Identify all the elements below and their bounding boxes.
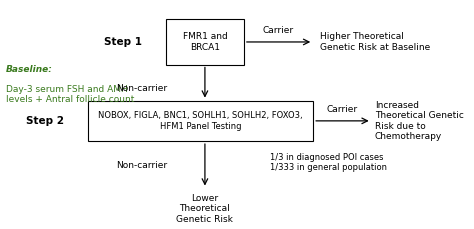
Text: FMR1 and
BRCA1: FMR1 and BRCA1 — [182, 32, 228, 52]
Text: Baseline:: Baseline: — [6, 65, 53, 74]
Text: 1/3 in diagnosed POI cases
1/333 in general population: 1/3 in diagnosed POI cases 1/333 in gene… — [270, 153, 387, 172]
Text: Non-carrier: Non-carrier — [116, 84, 167, 93]
Text: Non-carrier: Non-carrier — [116, 161, 167, 170]
Text: Step 2: Step 2 — [26, 116, 64, 126]
Text: Carrier: Carrier — [327, 105, 358, 114]
FancyBboxPatch shape — [88, 101, 313, 141]
Text: Increased
Theoretical Genetic
Risk due to
Chemotherapy: Increased Theoretical Genetic Risk due t… — [374, 101, 464, 141]
Text: Day-3 serum FSH and AMH
levels + Antral follicle count: Day-3 serum FSH and AMH levels + Antral … — [6, 85, 134, 104]
Text: Lower
Theoretical
Genetic Risk: Lower Theoretical Genetic Risk — [176, 194, 233, 224]
Text: NOBOX, FIGLA, BNC1, SOHLH1, SOHLH2, FOXO3,
HFM1 Panel Testing: NOBOX, FIGLA, BNC1, SOHLH1, SOHLH2, FOXO… — [98, 111, 303, 131]
FancyBboxPatch shape — [166, 19, 244, 65]
Text: Higher Theoretical
Genetic Risk at Baseline: Higher Theoretical Genetic Risk at Basel… — [319, 32, 430, 52]
Text: Step 1: Step 1 — [104, 37, 142, 47]
Text: Carrier: Carrier — [263, 26, 294, 35]
